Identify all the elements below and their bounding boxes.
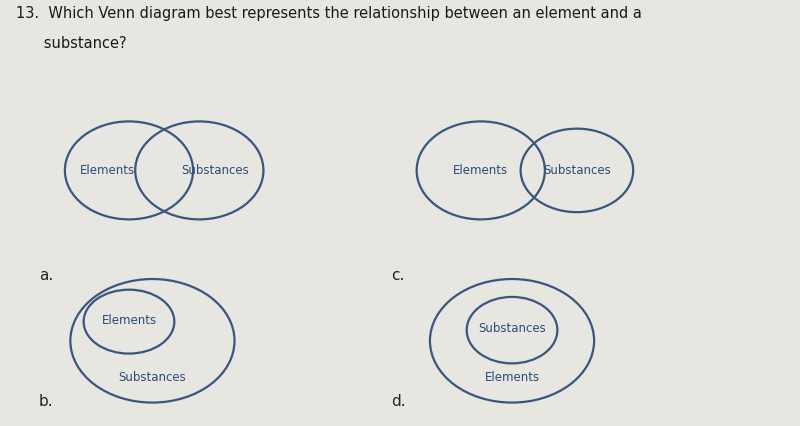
Text: Substances: Substances bbox=[118, 371, 186, 383]
Text: Substances: Substances bbox=[543, 164, 610, 177]
Text: Substances: Substances bbox=[478, 322, 546, 335]
Text: Substances: Substances bbox=[181, 164, 249, 177]
Text: d.: d. bbox=[391, 394, 406, 409]
Text: Elements: Elements bbox=[453, 164, 508, 177]
Text: c.: c. bbox=[391, 268, 404, 283]
Text: a.: a. bbox=[39, 268, 54, 283]
Text: substance?: substance? bbox=[16, 36, 126, 51]
Text: Elements: Elements bbox=[80, 164, 135, 177]
Text: 13.  Which Venn diagram best represents the relationship between an element and : 13. Which Venn diagram best represents t… bbox=[16, 6, 642, 21]
Text: Elements: Elements bbox=[485, 371, 539, 383]
Text: Elements: Elements bbox=[102, 314, 157, 327]
Text: b.: b. bbox=[39, 394, 54, 409]
